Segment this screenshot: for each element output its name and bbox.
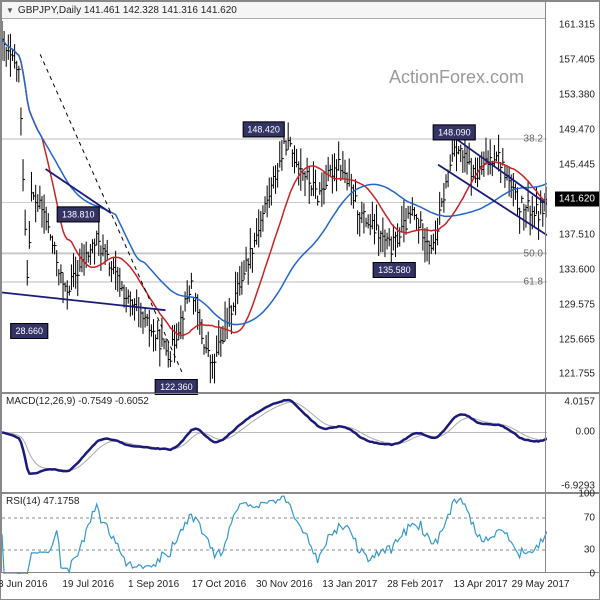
y-tick-label: 121.755 (559, 369, 595, 380)
price-annotation: 138.810 (57, 206, 100, 222)
x-tick-label: 13 Apr 2017 (454, 579, 508, 590)
y-tick-label: 133.600 (559, 264, 595, 275)
y-tick-label: 4.0157 (564, 396, 595, 407)
rsi-yaxis: 10070300 (545, 494, 599, 572)
price-yaxis: 161.315 157.405 153.380 149.470 145.445 141.6… (545, 2, 599, 392)
x-tick-label: 17 Oct 2016 (192, 579, 246, 590)
x-tick-label: 19 Jul 2016 (62, 579, 114, 590)
macd-yaxis: 4.01570.00-6.9293 (545, 394, 599, 492)
x-tick-label: 30 Nov 2016 (256, 579, 313, 590)
y-tick-label: 125.665 (559, 334, 595, 345)
y-tick-label: 0.00 (576, 427, 595, 438)
y-tick-label: 161.315 (559, 20, 595, 31)
y-tick-label: 145.445 (559, 160, 595, 171)
price-annotation: 28.660 (10, 323, 48, 339)
x-tick-label: 1 Sep 2016 (128, 579, 179, 590)
fib-label: 61.8 (524, 276, 543, 287)
y-tick-label: 30 (584, 545, 595, 556)
y-tick-label: 100 (578, 489, 595, 500)
price-annotation: 148.420 (242, 121, 285, 137)
x-tick-label: 29 May 2017 (512, 579, 570, 590)
macd-plot[interactable] (2, 394, 545, 492)
x-tick-label: 28 Feb 2017 (387, 579, 443, 590)
x-axis: 3 Jun 2016 19 Jul 2016 1 Sep 2016 17 Oct 20… (1, 573, 600, 600)
x-tick-label: 13 Jan 2017 (322, 579, 377, 590)
fib-label: 50.0 (524, 248, 543, 259)
fib-label: 38.2 (524, 134, 543, 145)
chart-container: ▼ GBPJPY,Daily 141.461 142.328 141.316 1… (0, 0, 600, 600)
price-panel: ▼ GBPJPY,Daily 141.461 142.328 141.316 1… (1, 1, 600, 393)
price-plot[interactable]: 28.660138.810122.360148.420135.580148.09… (2, 2, 545, 392)
rsi-panel: RSI(14) 47.1758 10070300 (1, 493, 600, 573)
macd-panel: MACD(12,26,9) -0.7549 -0.6052 4.01570.00… (1, 393, 600, 493)
y-tick-label: 153.380 (559, 90, 595, 101)
rsi-plot[interactable] (2, 494, 545, 572)
x-tick-label: 3 Jun 2016 (0, 579, 48, 590)
price-annotation: 148.090 (433, 124, 476, 140)
y-tick-label: 137.510 (559, 230, 595, 241)
y-tick-label: 149.470 (559, 124, 595, 135)
price-annotation: 135.580 (373, 262, 416, 278)
y-tick-label: 129.575 (559, 300, 595, 311)
current-price-marker: 141.620 (555, 191, 599, 206)
y-tick-label: 157.405 (559, 54, 595, 65)
y-tick-label: 70 (584, 513, 595, 524)
